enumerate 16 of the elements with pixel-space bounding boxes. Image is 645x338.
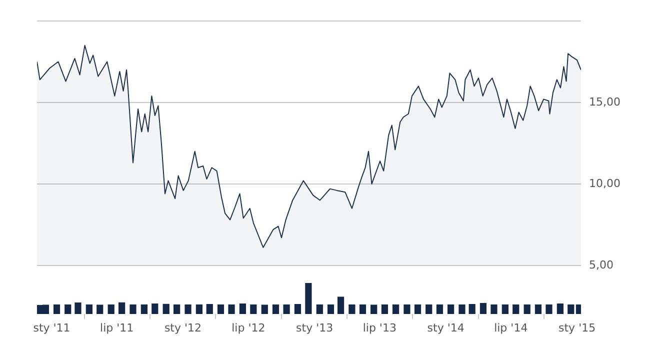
x-tick-label: lip '13 (362, 321, 396, 334)
bar (305, 283, 312, 314)
x-tick-label: sty '14 (427, 321, 464, 334)
bar (118, 302, 126, 314)
x-tick-label: lip '14 (494, 321, 528, 334)
x-tick-label: lip '11 (100, 321, 134, 334)
x-tick-label: lip '12 (232, 321, 266, 334)
x-tick-label: sty '15 (558, 321, 596, 334)
y-tick-label: 15,00 (589, 95, 620, 108)
bar (74, 302, 82, 314)
y-tick-label: 5,00 (589, 258, 614, 272)
x-tick-label: sty '13 (296, 321, 334, 334)
bar (337, 296, 344, 314)
x-tick-label: sty '12 (164, 321, 202, 334)
x-tick-label: sty '11 (33, 321, 70, 334)
y-tick-label: 10,00 (589, 176, 620, 190)
